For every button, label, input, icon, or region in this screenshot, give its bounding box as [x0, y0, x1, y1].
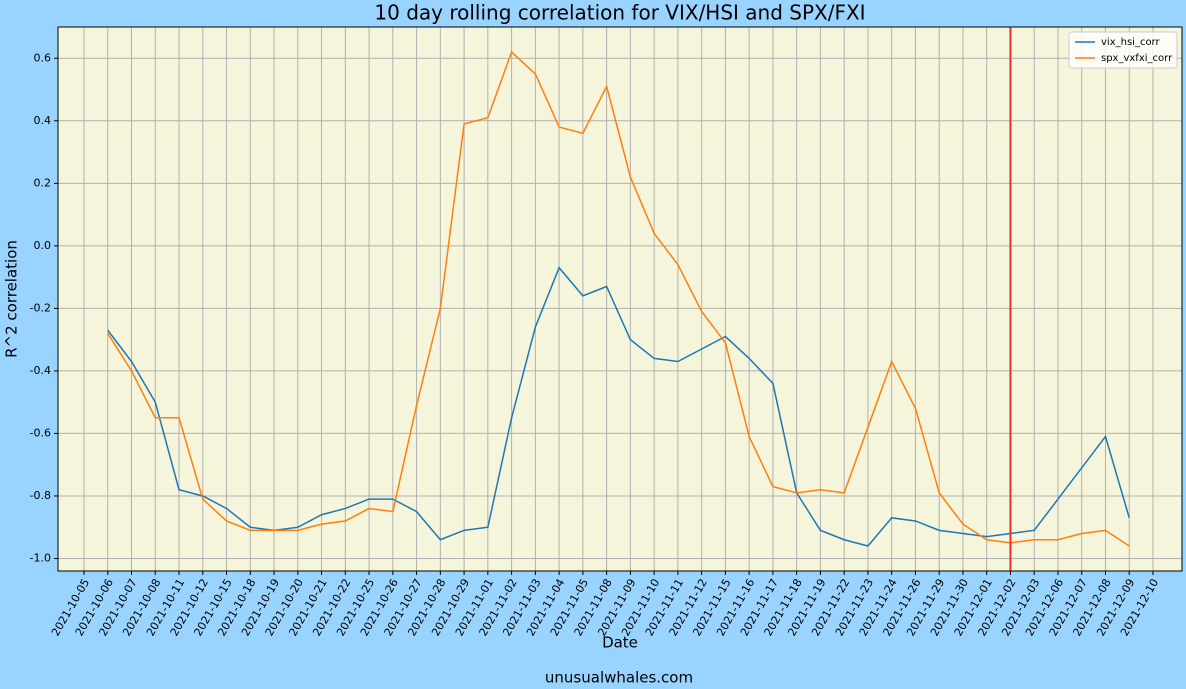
grid — [58, 27, 1182, 571]
chart-title: 10 day rolling correlation for VIX/HSI a… — [374, 1, 865, 25]
y-tick-label: 0.0 — [34, 239, 52, 252]
y-tick-label: -0.6 — [30, 426, 51, 439]
y-tick-label: -0.4 — [30, 364, 51, 377]
x-axis-label: Date — [602, 634, 638, 652]
y-tick-label: -0.8 — [30, 489, 51, 502]
y-tick-label: -0.2 — [30, 301, 51, 314]
legend-label: spx_vxfxi_corr — [1101, 53, 1173, 64]
legend: vix_hsi_corr spx_vxfxi_corr — [1068, 31, 1178, 69]
legend-label: vix_hsi_corr — [1101, 37, 1160, 48]
y-tick-label: 0.2 — [34, 176, 52, 189]
y-axis-label: R^2 correlation — [3, 240, 21, 358]
y-tick-label: 0.4 — [34, 114, 52, 127]
plot-frame — [57, 26, 1183, 572]
series-line — [107, 50, 1130, 547]
plot-area — [57, 26, 1183, 572]
footer: unusualwhales.com — [545, 669, 693, 687]
y-tick-label: -1.0 — [30, 551, 51, 564]
legend-box — [1068, 31, 1178, 69]
y-tick-label: 0.6 — [34, 51, 52, 64]
